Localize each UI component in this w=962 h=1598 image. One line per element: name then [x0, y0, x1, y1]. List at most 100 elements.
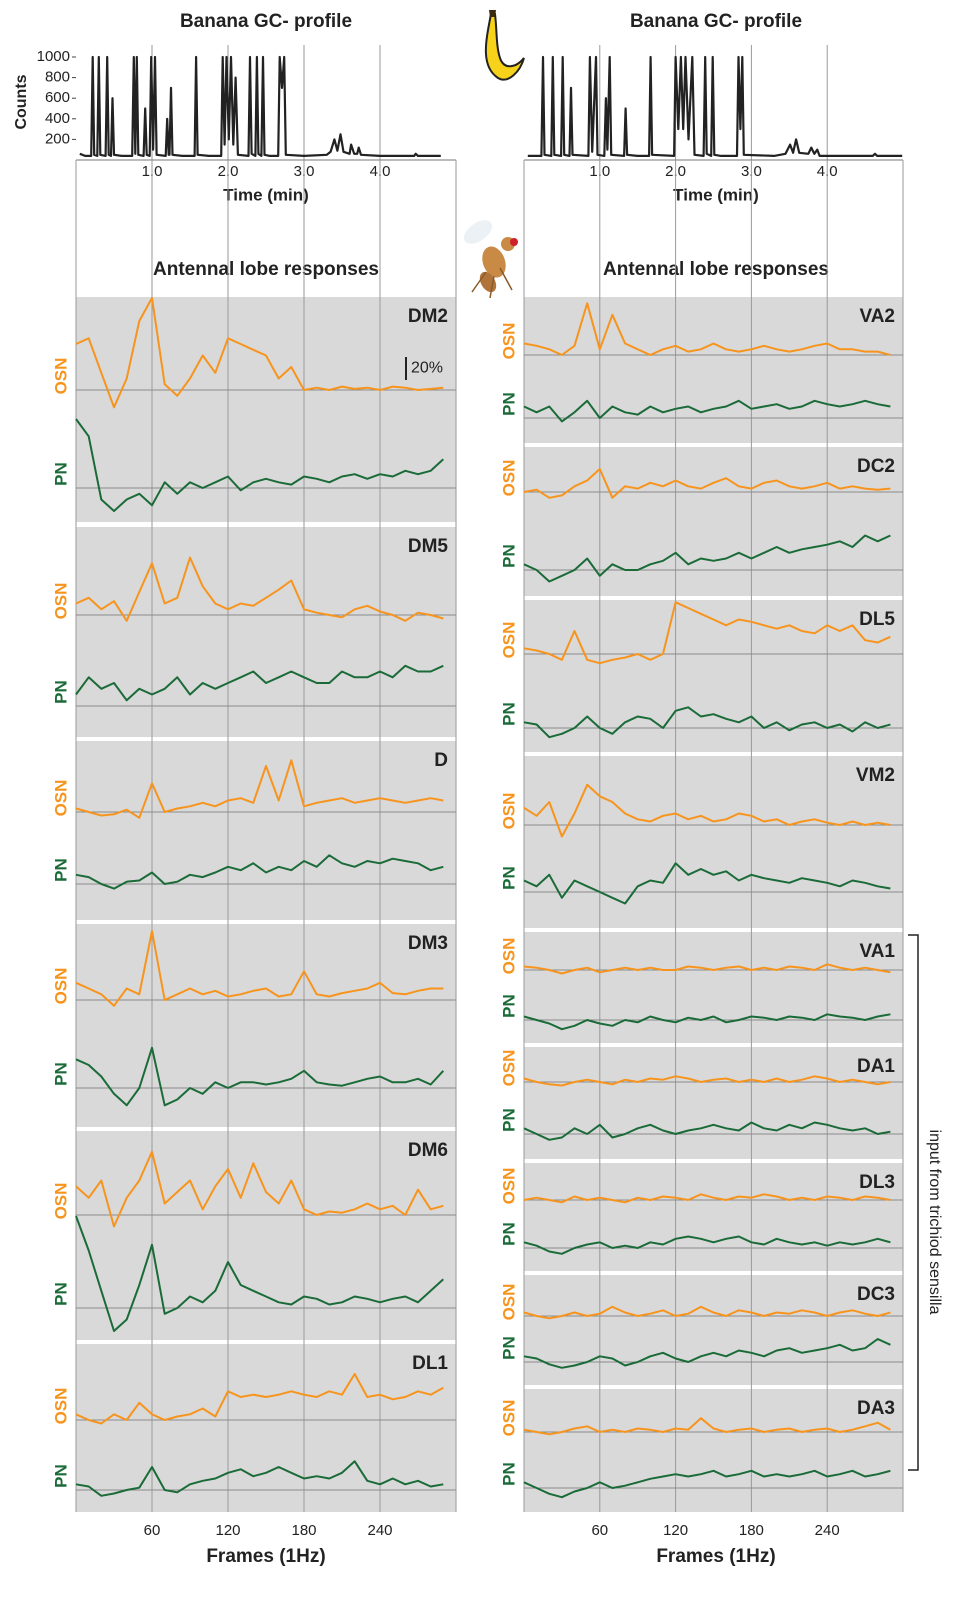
- series-label: OSN: [499, 1050, 518, 1087]
- x-axis-label: Frames (1Hz): [206, 1546, 325, 1567]
- gc-trace: [527, 55, 903, 157]
- series-label: PN: [51, 462, 70, 486]
- panel-background: [524, 297, 903, 443]
- response-trace: [75, 1460, 444, 1497]
- x-axis-label: Time (min): [673, 185, 759, 204]
- series-label: OSN: [51, 1388, 70, 1425]
- series-label: OSN: [51, 358, 70, 395]
- response-trace: [523, 1235, 891, 1255]
- glomerulus-label: DA3: [857, 1398, 895, 1419]
- panel-background: [76, 741, 456, 920]
- series-label: PN: [499, 1462, 518, 1486]
- panel-background: [524, 756, 903, 928]
- glomerulus-label: VM2: [856, 765, 895, 786]
- response-trace: [523, 963, 891, 975]
- response-trace: [523, 302, 891, 356]
- gc-trace: [79, 55, 441, 157]
- y-tick-label: 800: [45, 69, 70, 86]
- series-label: PN: [51, 1282, 70, 1306]
- x-axis-label: Time (min): [223, 185, 309, 204]
- response-trace: [75, 1046, 445, 1107]
- series-label: OSN: [499, 1168, 518, 1205]
- response-trace: [523, 1469, 891, 1499]
- series-label: PN: [499, 1222, 518, 1246]
- panel-background: [524, 447, 903, 596]
- chart-title: Antennal lobe responses: [603, 259, 829, 280]
- series-label: PN: [499, 702, 518, 726]
- response-trace: [75, 664, 444, 702]
- chart-title: Banana GC- profile: [630, 11, 802, 32]
- banana-icon: [484, 10, 525, 81]
- response-trace: [75, 930, 444, 1007]
- annotation: input from trichiod sensilla: [926, 1130, 943, 1315]
- response-trace: [523, 1417, 891, 1436]
- series-label: OSN: [499, 1400, 518, 1437]
- response-trace: [75, 297, 444, 409]
- x-tick-label: 180: [291, 1522, 316, 1539]
- x-tick-label: 240: [815, 1522, 840, 1539]
- series-label: OSN: [499, 323, 518, 360]
- panel-background: [76, 1131, 456, 1340]
- panel-background: [524, 932, 903, 1043]
- response-trace: [523, 1193, 891, 1204]
- glomerulus-label: DA1: [857, 1056, 895, 1077]
- glomerulus-label: DL5: [859, 609, 895, 630]
- x-tick-label: 60: [144, 1522, 161, 1539]
- x-tick-label: 120: [663, 1522, 688, 1539]
- response-trace: [523, 1338, 891, 1369]
- glomerulus-label: DM3: [408, 933, 448, 954]
- glomerulus-label: DM6: [408, 1140, 448, 1161]
- series-label: PN: [51, 858, 70, 882]
- series-label: PN: [51, 1464, 70, 1488]
- chart-title: Banana GC- profile: [180, 11, 352, 32]
- glomerulus-label: VA2: [859, 306, 895, 327]
- bracket: [908, 934, 919, 1471]
- panel-background: [524, 1047, 903, 1159]
- panel-background: [524, 1389, 903, 1512]
- scale-bar-label: 20%: [411, 360, 443, 377]
- series-label: OSN: [499, 1284, 518, 1321]
- series-label: OSN: [499, 622, 518, 659]
- glomerulus-label: VA1: [859, 941, 895, 962]
- response-trace: [523, 862, 891, 905]
- series-label: OSN: [499, 460, 518, 497]
- glomerulus-label: DL1: [412, 1353, 448, 1374]
- series-label: OSN: [51, 1183, 70, 1220]
- x-tick-label: 60: [591, 1522, 608, 1539]
- panel-background: [76, 924, 456, 1127]
- response-trace: [75, 1215, 444, 1332]
- response-trace: [523, 706, 891, 739]
- series-label: OSN: [51, 583, 70, 620]
- series-label: OSN: [499, 793, 518, 830]
- glomerulus-label: DM2: [408, 306, 448, 327]
- panel-background: [76, 1344, 456, 1512]
- response-trace: [75, 759, 444, 819]
- series-label: PN: [51, 680, 70, 704]
- y-tick-label: 400: [45, 110, 70, 127]
- series-label: PN: [499, 544, 518, 568]
- glomerulus-label: DC2: [857, 456, 895, 477]
- series-label: PN: [499, 1336, 518, 1360]
- y-axis-label: Counts: [13, 74, 30, 129]
- series-label: PN: [499, 866, 518, 890]
- series-label: OSN: [51, 968, 70, 1005]
- panel-background: [76, 297, 456, 522]
- series-label: OSN: [51, 780, 70, 817]
- response-trace: [523, 1121, 891, 1141]
- response-trace: [523, 1075, 891, 1087]
- x-tick-label: 180: [739, 1522, 764, 1539]
- response-trace: [75, 854, 444, 890]
- fly-icon: [463, 220, 518, 299]
- response-trace: [523, 601, 891, 665]
- glomerulus-label: DL3: [859, 1172, 895, 1193]
- series-label: PN: [499, 1108, 518, 1132]
- response-trace: [523, 534, 891, 583]
- x-tick-label: 120: [215, 1522, 240, 1539]
- panel-background: [524, 1163, 903, 1271]
- panel-background: [76, 527, 456, 737]
- response-trace: [523, 1013, 891, 1031]
- chart-title: Antennal lobe responses: [153, 259, 379, 280]
- panel-background: [524, 600, 903, 752]
